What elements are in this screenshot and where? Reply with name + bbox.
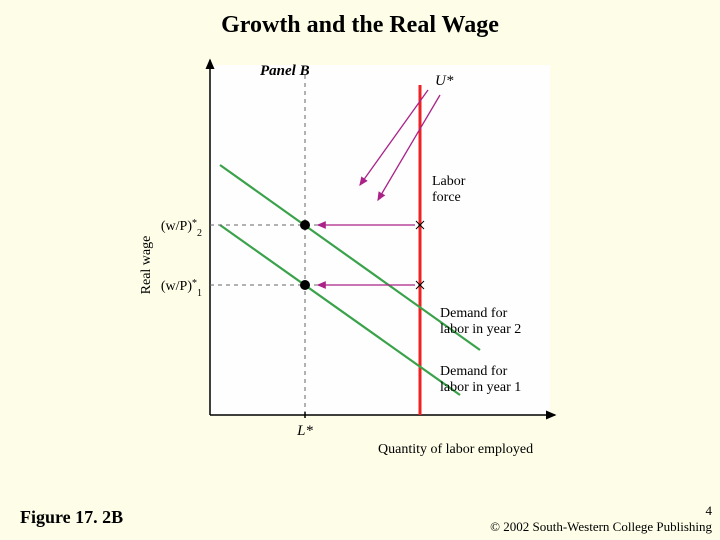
plot-background xyxy=(210,65,550,415)
eq-point-1 xyxy=(300,280,310,290)
u-star-label: U* xyxy=(435,73,454,89)
copyright-text: © 2002 South-Western College Publishing xyxy=(490,519,712,534)
slide-title: Growth and the Real Wage xyxy=(0,12,720,39)
wage1-label: (w/P)*1 xyxy=(161,278,202,299)
footer-right: 4 © 2002 South-Western College Publishin… xyxy=(490,503,712,535)
wage2-label: (w/P)*2 xyxy=(161,218,202,239)
demand-year2-label: Demand for labor in year 2 xyxy=(440,306,521,337)
y-axis-label: Real wage xyxy=(140,236,154,295)
x-axis-label: Quantity of labor employed xyxy=(378,442,533,457)
page-number: 4 xyxy=(490,503,712,519)
demand-year1-label: Demand for labor in year 1 xyxy=(440,364,521,395)
eq-point-2 xyxy=(300,220,310,230)
economics-diagram: Panel B U* Labor force Demand for labor … xyxy=(140,55,580,475)
l-star-label: L* xyxy=(296,423,313,439)
figure-label: Figure 17. 2B xyxy=(20,507,123,528)
panel-label: Panel B xyxy=(260,63,310,79)
